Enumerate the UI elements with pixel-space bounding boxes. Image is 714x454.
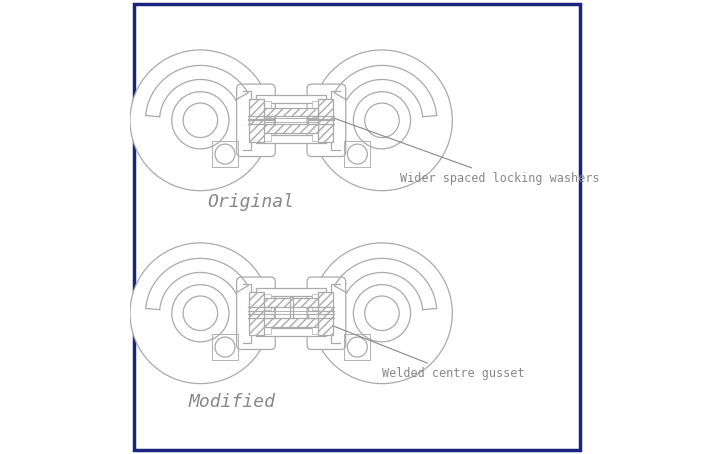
Circle shape [130, 50, 271, 191]
Text: Wider spaced locking washers: Wider spaced locking washers [330, 117, 600, 185]
Bar [311, 318, 325, 334]
Bar [311, 125, 325, 141]
Bar [256, 328, 326, 336]
Bar [311, 294, 325, 310]
Bar [344, 141, 371, 167]
Text: Welded centre gusset: Welded centre gusset [321, 321, 525, 380]
FancyBboxPatch shape [236, 277, 276, 350]
Bar [318, 99, 333, 142]
FancyBboxPatch shape [307, 84, 346, 157]
Bar [290, 297, 293, 307]
Bar [249, 291, 264, 335]
Bar [264, 318, 318, 327]
Bar [258, 125, 271, 141]
FancyBboxPatch shape [236, 84, 276, 157]
Bar [264, 108, 318, 116]
Circle shape [130, 243, 271, 384]
FancyBboxPatch shape [134, 4, 580, 450]
FancyBboxPatch shape [307, 277, 346, 350]
Bar [318, 291, 333, 335]
Text: Modified: Modified [188, 393, 276, 411]
Bar [264, 124, 318, 133]
Bar [249, 99, 264, 142]
Bar [256, 95, 326, 103]
Bar [311, 101, 325, 117]
Bar [344, 334, 371, 360]
Bar [258, 318, 271, 334]
Bar [256, 135, 326, 143]
Text: Original: Original [207, 193, 293, 211]
Bar [256, 288, 326, 296]
Bar [258, 101, 271, 117]
Bar [212, 141, 238, 167]
Circle shape [311, 243, 453, 384]
Circle shape [311, 50, 453, 191]
Bar [258, 294, 271, 310]
Bar [264, 298, 318, 307]
Bar [212, 334, 238, 360]
